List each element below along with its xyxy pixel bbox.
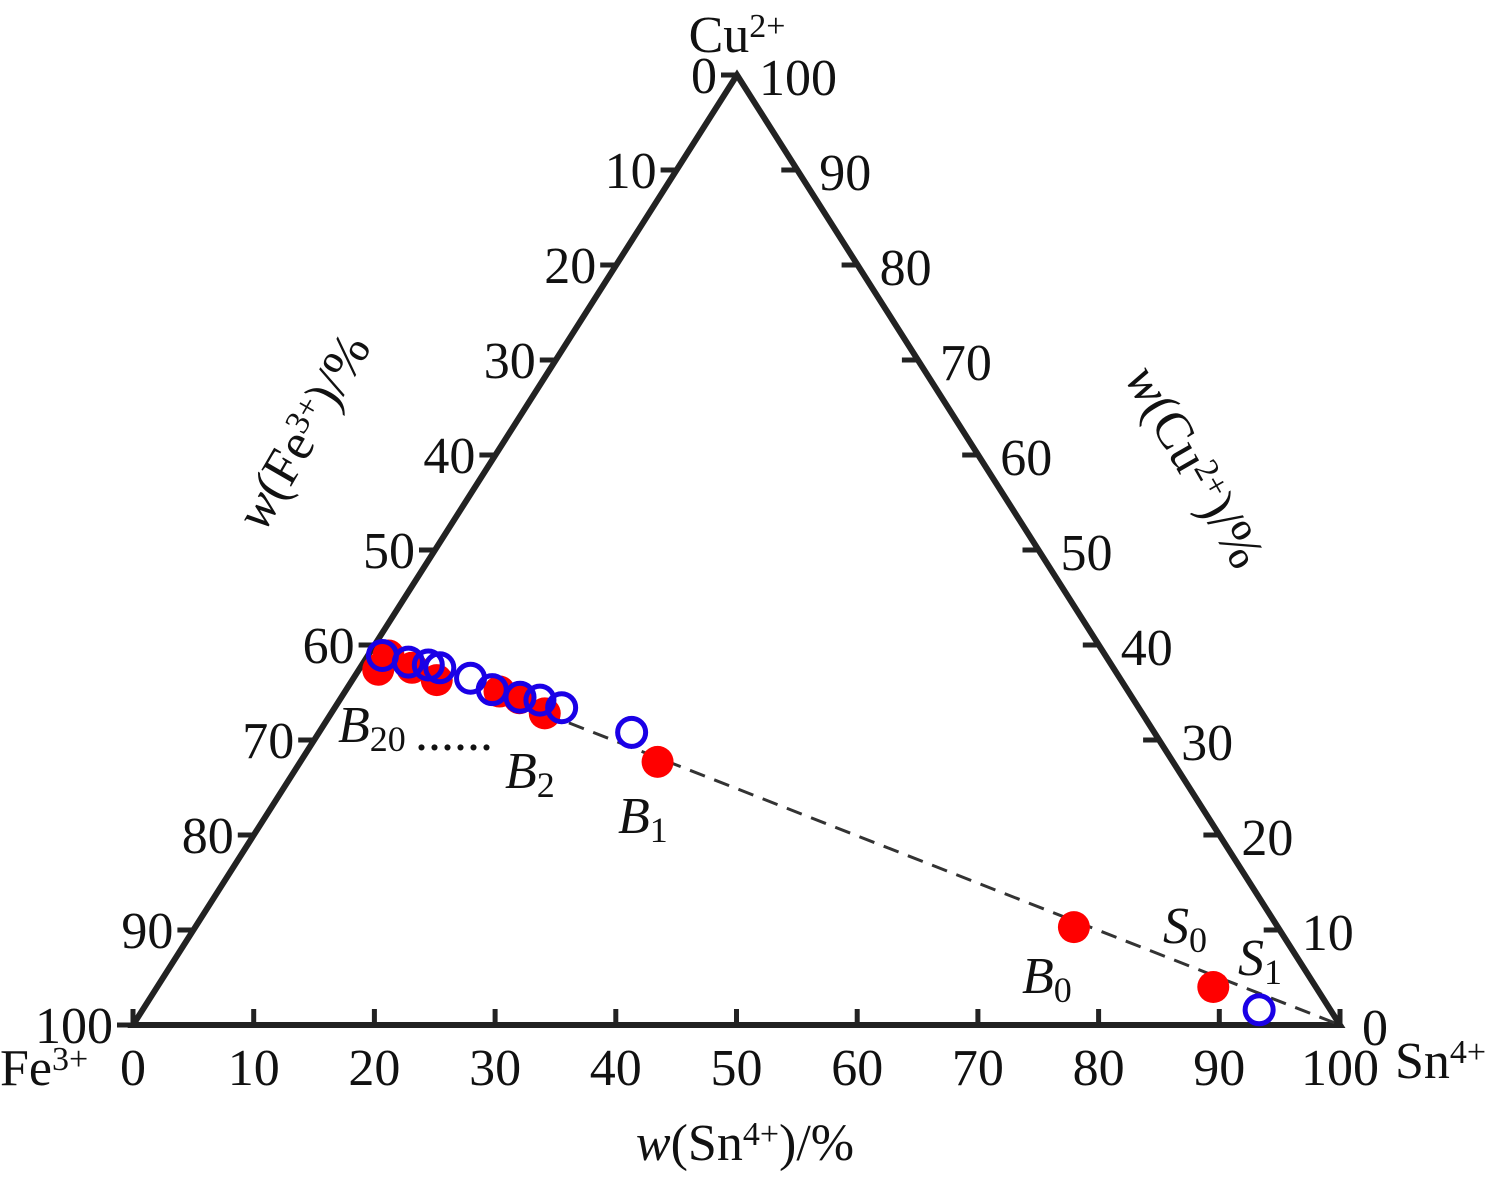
axis-title-part: 4+ xyxy=(743,1116,779,1153)
filled-point xyxy=(641,745,674,778)
bottom-tick-label: 40 xyxy=(590,1040,642,1097)
bottom-tick-label: 50 xyxy=(711,1040,763,1097)
right-tick-label: 10 xyxy=(1302,905,1354,962)
annotation-part: 0 xyxy=(1189,920,1207,960)
open-point xyxy=(545,691,579,725)
axis-title: w(Sn4+)/% xyxy=(636,1115,854,1172)
open-point xyxy=(391,645,425,679)
axis-title-part: (Sn xyxy=(671,1115,743,1172)
bottom-tick-label: 30 xyxy=(469,1040,521,1097)
axis-title-part: w xyxy=(636,1115,671,1172)
right-tick-label: 60 xyxy=(1000,430,1052,487)
left-tick-label: 80 xyxy=(182,808,234,865)
annotation-part: B xyxy=(1022,948,1054,1005)
annotation-part: S xyxy=(1163,898,1189,955)
annotation: B1 xyxy=(618,788,668,850)
annotation-part: B xyxy=(505,743,537,800)
bottom-tick-label: 20 xyxy=(348,1040,400,1097)
right-tick-label: 20 xyxy=(1241,810,1293,867)
vertex-label: Cu2+ xyxy=(689,7,786,64)
vertex-label-part: Fe xyxy=(0,1040,52,1097)
filled-point xyxy=(1197,971,1230,1003)
vertex-label: Fe3+ xyxy=(0,1040,88,1097)
right-tick-label: 90 xyxy=(819,145,871,202)
right-tick-label: 30 xyxy=(1181,715,1233,772)
open-point xyxy=(615,715,649,749)
left-tick-label: 0 xyxy=(691,48,717,105)
left-tick-label: 60 xyxy=(303,618,355,675)
vertex-label-part: Sn xyxy=(1395,1033,1450,1090)
left-tick-label: 70 xyxy=(242,713,294,770)
annotation: B0 xyxy=(1022,948,1072,1010)
vertex-label-part: Cu xyxy=(689,7,750,64)
bottom-tick-label: 100 xyxy=(1301,1040,1379,1097)
triangle xyxy=(127,69,1346,1028)
right-tick-label: 0 xyxy=(1362,1000,1388,1057)
annotation-part: B xyxy=(618,788,650,845)
bottom-tick-label: 10 xyxy=(228,1040,280,1097)
right-tick-label: 40 xyxy=(1121,620,1173,677)
bottom-tick-label: 80 xyxy=(1073,1040,1125,1097)
vertex-label-part: 4+ xyxy=(1450,1034,1486,1071)
left-tick-label: 10 xyxy=(605,143,657,200)
vertex-label: Sn4+ xyxy=(1395,1033,1486,1090)
annotation-part: 2 xyxy=(537,765,555,805)
left-tick-label: 30 xyxy=(484,333,536,390)
open-point xyxy=(503,680,537,714)
vertex-label-part: 3+ xyxy=(52,1041,88,1078)
filled-point xyxy=(1057,911,1090,944)
annotation: ...... xyxy=(415,705,493,762)
annotation: B20 xyxy=(338,697,406,759)
open-point xyxy=(523,683,557,717)
right-tick-label: 80 xyxy=(880,240,932,297)
axis-title-part: )/% xyxy=(1188,484,1275,578)
annotation-part: S xyxy=(1238,930,1264,987)
left-tick-label: 40 xyxy=(423,428,475,485)
axis-title-part: )/% xyxy=(779,1115,854,1172)
bottom-tick-label: 90 xyxy=(1193,1040,1245,1097)
annotation: B2 xyxy=(505,743,555,805)
bottom-tick-label: 70 xyxy=(952,1040,1004,1097)
open-point xyxy=(1242,993,1276,1027)
annotation-part: B xyxy=(338,697,370,754)
left-tick-label: 100 xyxy=(35,998,113,1055)
annotation: S1 xyxy=(1238,930,1282,992)
left-tick-label: 90 xyxy=(121,903,173,960)
annotation-part: 1 xyxy=(650,810,668,850)
right-tick-label: 100 xyxy=(759,50,837,107)
axis-title: w(Fe3+)/% xyxy=(225,324,382,539)
axis-title: w(Cu2+)/% xyxy=(1114,356,1275,578)
open-point xyxy=(423,651,457,685)
left-tick-label: 20 xyxy=(544,238,596,295)
annotation: S0 xyxy=(1163,898,1207,960)
annotation-part: ...... xyxy=(415,705,493,762)
left-tick-label: 50 xyxy=(363,523,415,580)
vertex-label-part: 2+ xyxy=(749,8,785,45)
annotation-part: 1 xyxy=(1264,952,1282,992)
bottom-tick-label: 60 xyxy=(831,1040,883,1097)
right-tick-label: 50 xyxy=(1061,525,1113,582)
right-tick-label: 70 xyxy=(940,335,992,392)
annotation-part: 20 xyxy=(370,719,406,759)
annotation-part: 0 xyxy=(1054,970,1072,1010)
bottom-tick-label: 0 xyxy=(120,1040,146,1097)
